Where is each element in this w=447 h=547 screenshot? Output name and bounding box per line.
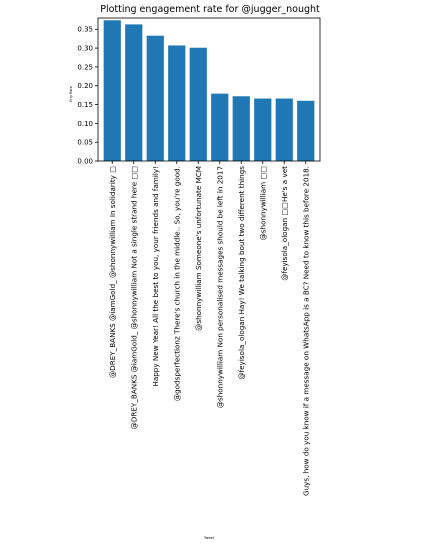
y-tick-label: 0.35: [77, 26, 93, 34]
y-tick-label: 0.20: [77, 82, 93, 90]
x-tick-label: @godsperfectionz There's church in the m…: [172, 166, 181, 401]
y-tick-label: 0.00: [77, 157, 93, 165]
bars-group: [103, 20, 315, 162]
y-ticks-group: 0.00 0.05 0.10 0.15 0.20 0.25 0.30 0.35: [77, 26, 98, 165]
bar: [125, 24, 143, 161]
bar: [103, 20, 121, 162]
x-tick-label: @shonnywilliam Someone's unfortunate MCM: [194, 166, 203, 331]
bar: [189, 47, 207, 162]
bar: [168, 45, 186, 161]
x-tick-label: @shonnywilliam □□: [258, 166, 267, 240]
bar: [146, 35, 164, 161]
x-tick-label: @DREY_BANKS @iamGold_ @shonnywilliam Not…: [129, 166, 138, 429]
chart-title: Plotting engagement rate for @jugger_nou…: [100, 4, 320, 15]
y-tick-label: 0.30: [77, 45, 93, 53]
x-ticks-group: @DREY_BANKS @iamGold_ @shonnywilliam In …: [108, 161, 310, 496]
bar: [254, 98, 272, 161]
x-tick-label: Guys, how do you know if a message on Wh…: [301, 166, 310, 496]
y-axis-label: Eng Rate: [69, 86, 73, 102]
y-tick-label: 0.05: [77, 139, 93, 147]
bar: [275, 98, 293, 161]
plot-frame: [97, 17, 321, 162]
bar: [232, 96, 250, 161]
x-tick-label: @shonnywilliam Non personalised messages…: [215, 166, 224, 408]
y-tick-label: 0.25: [77, 63, 93, 71]
bar: [211, 93, 229, 161]
x-tick-label: Happy New Year! All the best to you, you…: [151, 166, 160, 387]
x-tick-label: @feyisola_ologan Hay! We talking bout tw…: [237, 166, 246, 380]
x-tick-label: @DREY_BANKS @iamGold_ @shonnywilliam In …: [108, 166, 117, 378]
y-tick-label: 0.15: [77, 101, 93, 109]
y-tick-label: 0.10: [77, 120, 93, 128]
bar: [297, 100, 315, 161]
x-axis-label: Tweet: [203, 536, 215, 540]
x-tick-label: @feyisola_ologan □□He's a vet: [280, 166, 289, 281]
